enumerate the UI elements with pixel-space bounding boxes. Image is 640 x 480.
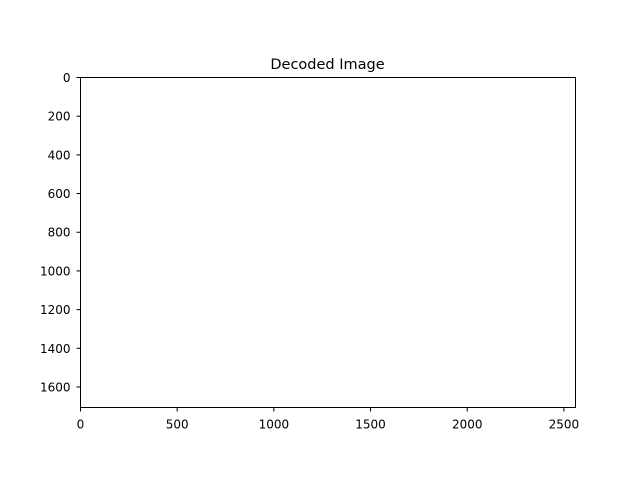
y-tick-label: 0 (63, 71, 71, 85)
y-tick-label: 1400 (40, 342, 71, 356)
x-tick-label: 0 (77, 418, 85, 432)
chart-title: Decoded Image (270, 57, 384, 73)
y-tick-label: 1200 (40, 303, 71, 317)
y-tick-label: 1600 (40, 380, 71, 394)
y-tick-label: 1000 (40, 264, 71, 278)
x-tick-label: 1500 (355, 418, 386, 432)
plot-area (80, 77, 576, 408)
y-tick-label: 400 (48, 148, 71, 162)
y-tick-label: 200 (48, 110, 71, 124)
x-tick-label: 1000 (259, 418, 290, 432)
y-tick-label: 800 (48, 226, 71, 240)
x-tick-label: 500 (166, 418, 189, 432)
x-tick-label: 2000 (452, 418, 483, 432)
y-tick-label: 600 (48, 187, 71, 201)
x-axis: 0 500 1000 1500 2000 2500 (77, 407, 580, 432)
y-axis: 0 200 400 600 800 1000 1200 1400 1600 (40, 71, 81, 394)
x-tick-label: 2500 (549, 418, 580, 432)
